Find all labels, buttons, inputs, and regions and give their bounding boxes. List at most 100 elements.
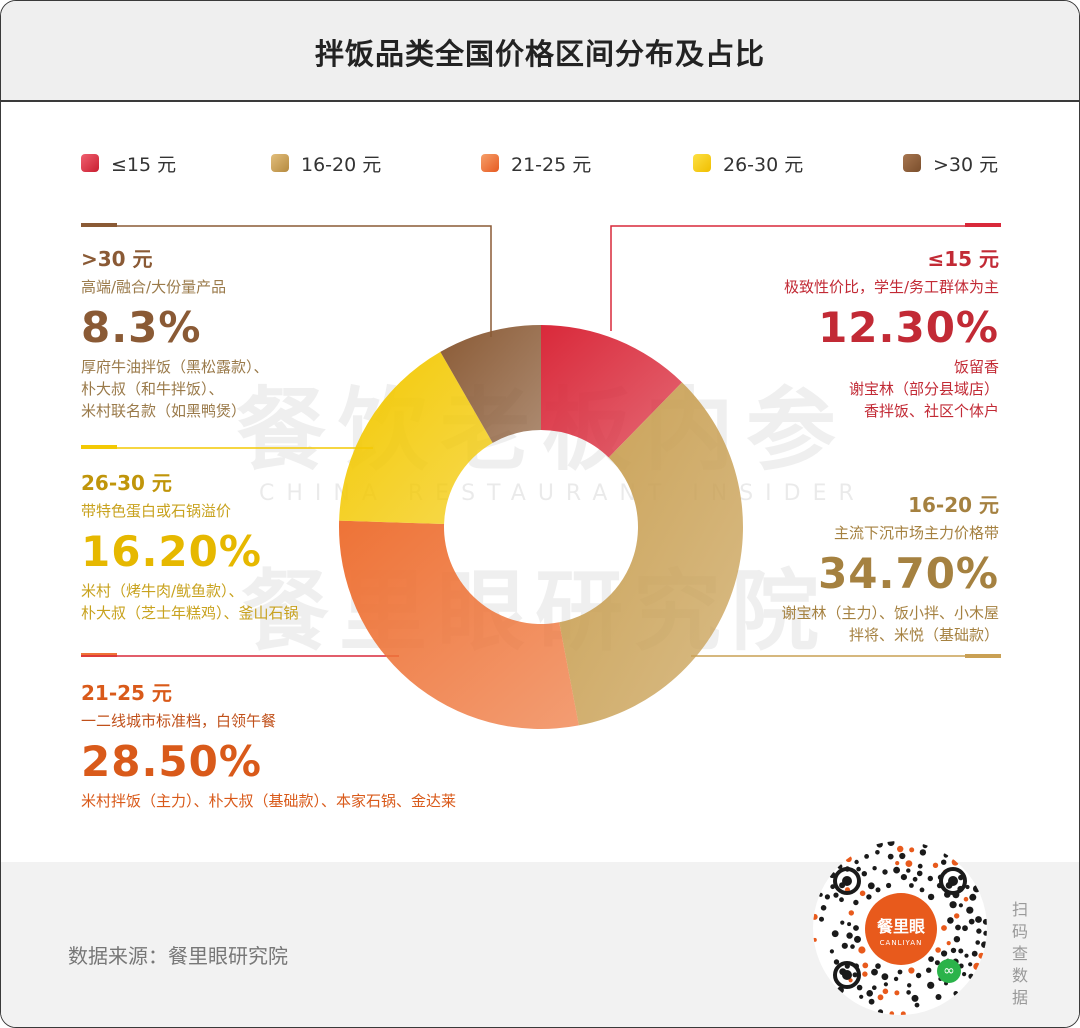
qr-dot [953,936,961,943]
qr-dot [824,894,830,900]
qr-dot [908,967,915,974]
qr-dot [958,948,964,954]
accent-bar [965,223,1001,227]
slice-21-25 [339,520,579,729]
block-16-20: 16-20 元 主流下沉市场主力价格带 34.70% 谢宝林（主力）、饭小拌、小… [781,489,999,646]
legend-label: 26-30 元 [723,153,804,176]
qr-dot [839,897,844,903]
brand-line: 谢宝林（主力）、饭小拌、小木屋 [781,604,999,622]
legend-item-26-30: 26-30 元 [693,151,804,176]
qr-dot [962,925,968,932]
qr-finder-dot [842,876,852,886]
qr-dot [866,894,872,900]
qr-dot [854,859,859,865]
qr-finder-dot [948,876,958,886]
qr-dot [883,982,888,987]
scan-label: 扫码查数据 [1011,900,1028,1007]
range-description: 极致性价比，学生/务工群体为主 [783,278,999,296]
qr-dot [881,973,889,981]
qr-dot [951,858,959,866]
qr-dot [953,991,959,996]
qr-dot [813,937,817,942]
brand-line: 米村拌饭（主力）、朴大叔（基础款）、本家石锅、金达莱 [81,792,457,810]
legend-item-gt30: >30 元 [903,151,998,176]
qr-dot [950,947,957,954]
qr-dot [912,876,918,882]
qr-dot [968,973,974,979]
qr-dot [833,892,839,898]
qr-dot [833,959,840,965]
qr-dot [887,841,895,846]
qr-dot [872,985,877,990]
qr-dot [906,990,911,995]
qr-dot [859,994,864,999]
qr-dot [852,972,858,978]
qr-dot [927,981,935,989]
qr-dot [935,994,942,1000]
qr-dot [965,884,970,890]
brand-line: 拌将、米悦（基础款） [848,626,999,644]
qr-dot [859,890,866,897]
qr-finder [833,867,861,895]
qr-dot [962,972,967,977]
qr-dot [973,962,981,970]
qr-dot [875,963,881,969]
qr-dot [915,972,922,979]
qr-dot [949,901,957,909]
legend: ≤15 元 16-20 元 21-25 元 26-30 元 >30 元 [1,151,1079,176]
qr-dot [946,941,951,946]
slice-16-20 [559,382,743,726]
legend-label: ≤15 元 [111,153,177,176]
qr-dot [882,988,889,995]
qr-dot [862,962,869,969]
qr-dot [932,862,939,868]
qr-dot [841,942,848,949]
qr-dot [877,994,884,1001]
qr-dot [954,913,960,919]
qr-finder-dot [842,970,852,980]
qr-dot [919,887,925,893]
qr-dot [847,922,852,927]
qr-dot [819,916,824,922]
qr-dot [867,882,875,890]
accent-bar [81,223,117,227]
qr-dot [911,994,919,1002]
leader-line-gt30 [81,225,492,337]
legend-swatch [481,154,499,172]
qr-dot [966,906,974,914]
qr-finder [833,961,861,989]
qr-dot [975,940,980,945]
qr-dot [895,861,900,866]
qr-finder [939,867,967,895]
percent-value: 34.70% [818,549,999,598]
brand-line: 朴大叔（芝士年糕鸡）、釜山石锅 [81,604,299,622]
block-gt30: >30 元 高端/融合/大份量产品 8.3% 厚府牛油拌饭（黑松露款）、 朴大叔… [81,243,269,422]
qr-dot [900,1011,906,1015]
qr-dot [893,976,899,982]
qr-dot [820,905,827,911]
qr-dot [906,868,911,873]
legend-item-le15: ≤15 元 [81,151,177,176]
qr-dot [969,893,977,901]
range-label: >30 元 [81,247,153,271]
qr-dot [971,950,978,957]
qr-dot [982,918,987,925]
qr-dot [905,860,913,867]
range-description: 高端/融合/大份量产品 [81,278,227,296]
qr-dot [866,990,873,997]
wechat-miniprogram-icon: ∞ [937,959,961,983]
qr-dot [922,843,928,849]
qr-dot [875,850,880,855]
percent-value: 28.50% [81,737,262,786]
qr-dot [909,847,915,853]
qr-code[interactable]: 餐里眼 CANLIYAN ∞ [813,841,987,1015]
qr-dot [968,962,973,967]
brand-line: 米村（烤牛肉/鱿鱼款）、 [81,582,244,600]
qr-dot [983,930,987,936]
qr-dot [917,863,923,869]
qr-dot [973,885,981,893]
qr-dot [856,984,863,991]
qr-dot [941,950,948,957]
qr-dot [927,893,935,901]
